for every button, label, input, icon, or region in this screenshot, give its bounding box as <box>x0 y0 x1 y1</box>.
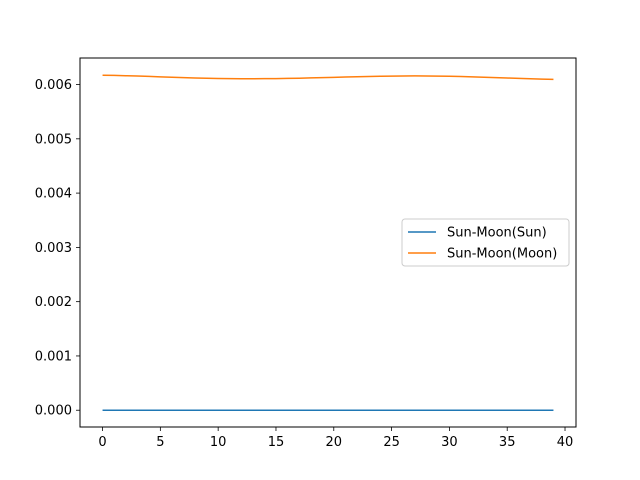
x-tick-label: 10 <box>210 435 227 450</box>
series-line-moon <box>102 74 554 81</box>
legend-label: Sun-Moon(Sun) <box>447 226 547 241</box>
legend-label: Sun-Moon(Moon) <box>447 247 557 262</box>
y-axis: 0.000 0.001 0.002 0.003 0.004 0.005 0.006 <box>35 78 80 419</box>
y-tick-label: 0.005 <box>35 132 72 147</box>
y-tick-label: 0.004 <box>35 187 72 202</box>
y-tick-label: 0.003 <box>35 241 72 256</box>
y-tick-label: 0.002 <box>35 295 72 310</box>
axes-frame <box>79 57 577 428</box>
y-tick-label: 0.000 <box>35 404 72 419</box>
x-tick-label: 0 <box>98 435 106 450</box>
plot-lines <box>102 74 554 411</box>
x-tick-label: 20 <box>326 435 343 450</box>
x-tick-label: 5 <box>156 435 164 450</box>
x-tick-label: 30 <box>441 435 458 450</box>
legend: Sun-Moon(Sun) Sun-Moon(Moon) <box>401 218 570 267</box>
x-tick-label: 15 <box>268 435 285 450</box>
x-tick-label: 40 <box>557 435 574 450</box>
y-tick-label: 0.006 <box>35 78 72 93</box>
x-tick-label: 35 <box>499 435 516 450</box>
x-axis: 0 5 10 15 20 25 30 35 40 <box>98 427 573 450</box>
y-tick-label: 0.001 <box>35 349 72 364</box>
x-tick-label: 25 <box>383 435 400 450</box>
legend-box <box>401 218 570 267</box>
